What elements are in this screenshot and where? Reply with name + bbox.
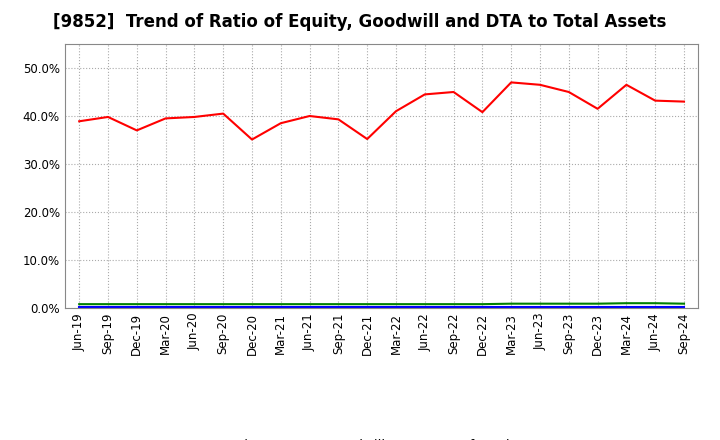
Deferred Tax Assets [507, 301, 516, 306]
Goodwill [449, 304, 458, 309]
Deferred Tax Assets [593, 301, 602, 306]
Equity [190, 114, 199, 120]
Deferred Tax Assets [651, 301, 660, 306]
Equity [219, 111, 228, 116]
Deferred Tax Assets [680, 301, 688, 306]
Equity [392, 109, 400, 114]
Goodwill [536, 304, 544, 309]
Equity [363, 136, 372, 142]
Deferred Tax Assets [161, 301, 170, 307]
Equity [132, 128, 141, 133]
Goodwill [564, 304, 573, 309]
Goodwill [75, 304, 84, 309]
Line: Equity: Equity [79, 82, 684, 139]
Deferred Tax Assets [305, 301, 314, 307]
Goodwill [420, 304, 429, 309]
Deferred Tax Assets [75, 301, 84, 307]
Goodwill [305, 304, 314, 309]
Deferred Tax Assets [478, 301, 487, 307]
Text: [9852]  Trend of Ratio of Equity, Goodwill and DTA to Total Assets: [9852] Trend of Ratio of Equity, Goodwil… [53, 13, 667, 31]
Equity [680, 99, 688, 104]
Goodwill [190, 304, 199, 309]
Deferred Tax Assets [420, 301, 429, 307]
Deferred Tax Assets [248, 301, 256, 307]
Equity [536, 82, 544, 88]
Goodwill [104, 304, 112, 309]
Goodwill [161, 304, 170, 309]
Goodwill [248, 304, 256, 309]
Equity [593, 106, 602, 111]
Equity [420, 92, 429, 97]
Equity [334, 117, 343, 122]
Goodwill [334, 304, 343, 309]
Goodwill [219, 304, 228, 309]
Equity [449, 89, 458, 95]
Goodwill [651, 304, 660, 309]
Deferred Tax Assets [276, 301, 285, 307]
Goodwill [132, 304, 141, 309]
Goodwill [392, 304, 400, 309]
Equity [564, 89, 573, 95]
Deferred Tax Assets [363, 301, 372, 307]
Deferred Tax Assets [392, 301, 400, 307]
Legend: Equity, Goodwill, Deferred Tax Assets: Equity, Goodwill, Deferred Tax Assets [175, 433, 588, 440]
Deferred Tax Assets [536, 301, 544, 306]
Deferred Tax Assets [219, 301, 228, 307]
Equity [507, 80, 516, 85]
Deferred Tax Assets [104, 301, 112, 307]
Equity [75, 119, 84, 124]
Deferred Tax Assets [190, 301, 199, 307]
Line: Deferred Tax Assets: Deferred Tax Assets [79, 303, 684, 304]
Deferred Tax Assets [132, 301, 141, 307]
Equity [276, 121, 285, 126]
Goodwill [622, 304, 631, 309]
Equity [651, 98, 660, 103]
Deferred Tax Assets [564, 301, 573, 306]
Equity [161, 116, 170, 121]
Goodwill [680, 304, 688, 309]
Equity [305, 114, 314, 119]
Equity [104, 114, 112, 120]
Goodwill [276, 304, 285, 309]
Goodwill [478, 304, 487, 309]
Equity [478, 110, 487, 115]
Goodwill [593, 304, 602, 309]
Goodwill [363, 304, 372, 309]
Equity [622, 82, 631, 88]
Equity [248, 137, 256, 142]
Deferred Tax Assets [622, 301, 631, 306]
Deferred Tax Assets [449, 301, 458, 307]
Goodwill [507, 304, 516, 309]
Deferred Tax Assets [334, 301, 343, 307]
